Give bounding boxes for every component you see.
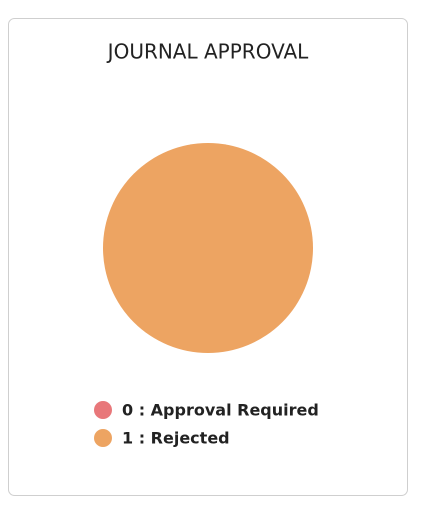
legend-label: 0 : Approval Required: [122, 401, 319, 420]
legend-label: 1 : Rejected: [122, 429, 230, 448]
chart-title: JOURNAL APPROVAL: [106, 40, 309, 64]
legend-swatch: [94, 429, 112, 447]
legend-swatch: [94, 401, 112, 419]
pie-slice: [103, 143, 313, 353]
